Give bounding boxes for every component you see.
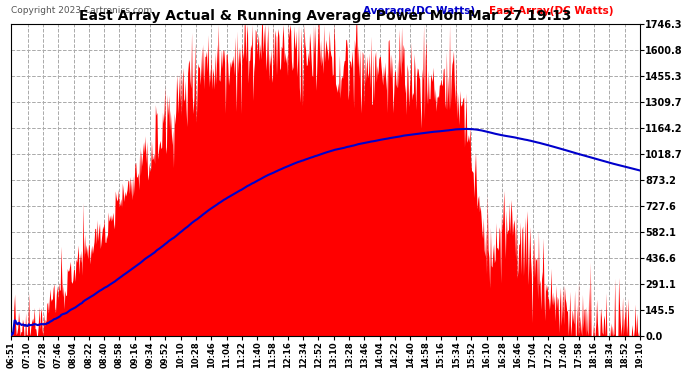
Text: Average(DC Watts): Average(DC Watts) — [364, 6, 475, 16]
Text: East Array(DC Watts): East Array(DC Watts) — [489, 6, 613, 16]
Title: East Array Actual & Running Average Power Mon Mar 27 19:13: East Array Actual & Running Average Powe… — [79, 9, 572, 23]
Text: Copyright 2023 Cartronics.com: Copyright 2023 Cartronics.com — [12, 6, 152, 15]
